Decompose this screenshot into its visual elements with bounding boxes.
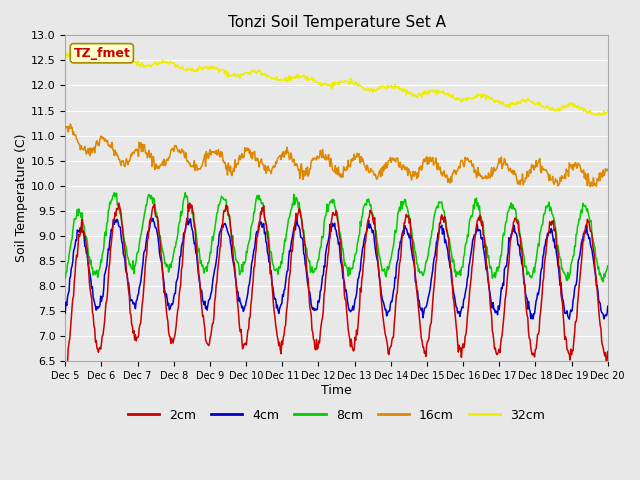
Title: Tonzi Soil Temperature Set A: Tonzi Soil Temperature Set A	[227, 15, 445, 30]
Y-axis label: Soil Temperature (C): Soil Temperature (C)	[15, 134, 28, 263]
Legend: 2cm, 4cm, 8cm, 16cm, 32cm: 2cm, 4cm, 8cm, 16cm, 32cm	[123, 404, 550, 427]
Text: TZ_fmet: TZ_fmet	[74, 47, 131, 60]
X-axis label: Time: Time	[321, 384, 352, 396]
